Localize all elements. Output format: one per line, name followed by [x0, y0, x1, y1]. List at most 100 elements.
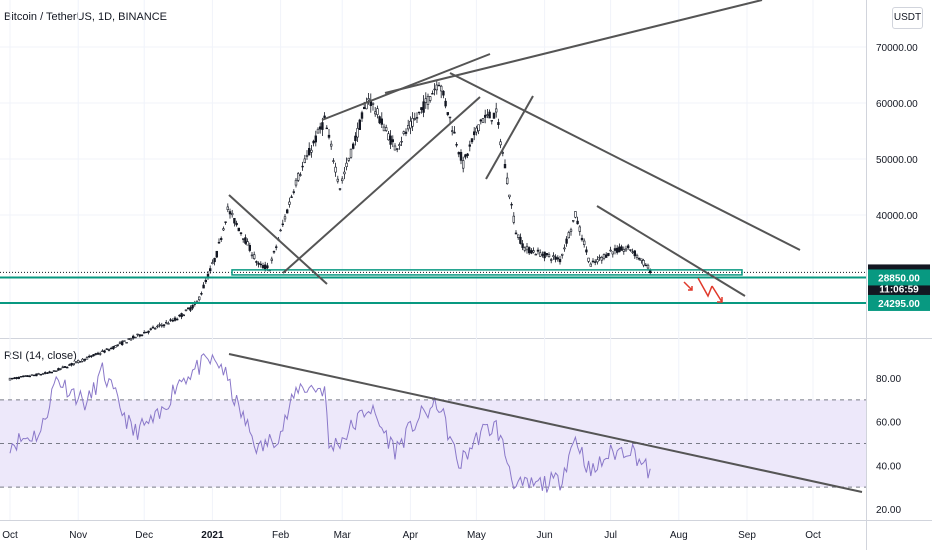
candle-body: [433, 88, 436, 91]
support-tag-upper-text: 28850.00: [878, 273, 920, 284]
candle-body: [132, 335, 135, 339]
candle-body: [530, 250, 533, 254]
candle-body: [435, 84, 438, 91]
trendline-long-up: [384, 0, 763, 94]
candle-body: [334, 166, 337, 173]
candle-body: [626, 245, 630, 249]
candle-body: [198, 296, 201, 301]
rsi-tick-label: 80.00: [876, 374, 901, 385]
candle-body: [94, 353, 98, 355]
candle-body: [519, 236, 522, 244]
candle-body: [406, 125, 410, 130]
candle-body: [61, 366, 65, 369]
candle-body: [321, 122, 324, 130]
candle-body: [565, 238, 568, 244]
candle-body: [622, 249, 626, 252]
candle-body: [602, 254, 606, 259]
candle-body: [569, 229, 573, 232]
x-tick-label: Aug: [670, 530, 688, 541]
candle-body: [237, 227, 240, 232]
drawings[interactable]: [228, 0, 863, 493]
candle-body: [461, 160, 465, 169]
candle-body: [503, 164, 507, 169]
candle-body: [270, 258, 273, 261]
candle-body: [15, 377, 18, 379]
candle-body: [17, 376, 20, 379]
candle-body: [490, 120, 493, 122]
candle-body: [620, 246, 623, 251]
candle-body: [162, 324, 166, 327]
candle-body: [325, 127, 328, 130]
candle-body: [54, 370, 58, 372]
candle-body: [629, 249, 632, 251]
candle-body: [373, 111, 377, 115]
candle-body: [609, 249, 612, 252]
candle-body: [294, 179, 298, 186]
candle-body: [26, 375, 29, 377]
candle-body: [646, 264, 650, 269]
candle-body: [415, 117, 419, 119]
candle-body: [428, 96, 432, 101]
candle-body: [558, 258, 562, 263]
candle-body: [340, 178, 344, 182]
candle-body: [574, 211, 577, 218]
candle-body: [450, 130, 454, 132]
candle-body: [52, 370, 56, 372]
candle-body: [516, 234, 520, 238]
candle-body: [281, 223, 284, 226]
currency-button[interactable]: USDT: [892, 7, 923, 29]
candle-body: [604, 254, 608, 258]
candle-body: [637, 257, 641, 260]
candle-body: [301, 165, 304, 168]
candle-body: [217, 241, 221, 244]
candle-body: [74, 361, 78, 363]
candle-body: [24, 375, 27, 377]
candle-body: [19, 376, 23, 378]
candle-body: [99, 353, 102, 355]
candle-body: [296, 173, 300, 181]
candle-body: [151, 326, 155, 329]
candle-body: [125, 342, 128, 344]
candle-body: [356, 128, 359, 138]
candle-body: [41, 373, 45, 375]
candle-body: [571, 220, 575, 222]
candle-body: [395, 148, 399, 150]
rsi-tick-label: 60.00: [876, 418, 901, 429]
support-tag-lower-bg: [868, 294, 930, 311]
candle-body: [189, 307, 192, 311]
candle-body: [81, 358, 84, 362]
candle-body: [332, 160, 335, 162]
candle-body: [72, 363, 76, 365]
arrow-icon: [683, 281, 693, 291]
candle-body: [400, 141, 403, 143]
candle-body: [640, 258, 643, 261]
candle-body: [279, 229, 282, 232]
candle-body: [228, 211, 232, 215]
candle-body: [173, 317, 177, 321]
x-tick-label: Feb: [272, 530, 290, 541]
candle-body: [442, 90, 445, 96]
candle-body: [79, 361, 82, 363]
candle-body: [534, 253, 538, 256]
candle-body: [231, 212, 234, 216]
candle-body: [30, 374, 34, 376]
candle-body: [171, 320, 174, 322]
candle-body: [43, 372, 47, 374]
rsi-line: [9, 353, 651, 493]
candle-body: [259, 263, 262, 266]
candle-body: [187, 307, 190, 310]
candle-body: [329, 143, 333, 147]
candle-body: [318, 126, 322, 130]
x-tick-label: 2021: [201, 530, 224, 541]
candle-body: [567, 232, 571, 239]
candle-body: [184, 309, 188, 312]
candle-body: [494, 108, 498, 113]
candle-body: [424, 98, 427, 103]
axis-labels: Oct Nov Dec 2021 Feb Mar Apr May Jun Jul Aug Sep Oct…: [2, 43, 930, 541]
candle-body: [453, 131, 456, 134]
candle-body: [154, 327, 157, 330]
candle-body: [360, 112, 364, 119]
candle-body: [580, 237, 584, 241]
candle-body: [466, 153, 469, 156]
